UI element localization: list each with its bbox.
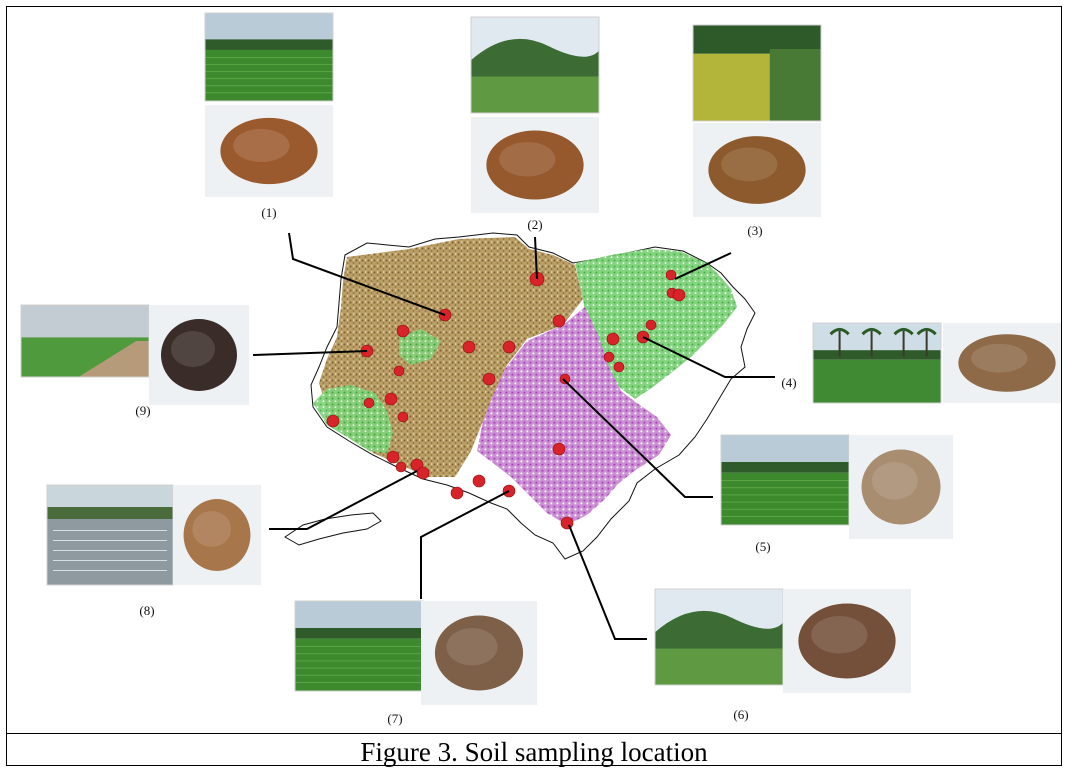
- leader-line-1: [288, 232, 446, 316]
- sample-point: [396, 324, 410, 338]
- soil-sample-image: [943, 323, 1061, 403]
- map-island: [284, 512, 382, 546]
- leader-line-8: [269, 470, 418, 530]
- soil-sample-image: [471, 117, 599, 213]
- leader-lines: [252, 232, 775, 640]
- sample-panel: (6): [654, 588, 911, 722]
- sample-point: [672, 288, 686, 302]
- sample-point: [384, 392, 398, 406]
- sample-point: [363, 397, 375, 409]
- site-photo: [294, 600, 424, 692]
- soil-sample-image: [421, 601, 537, 705]
- sample-point: [482, 372, 496, 386]
- sample-point: [326, 414, 340, 428]
- sample-point: [645, 319, 657, 331]
- sample-point: [552, 314, 566, 328]
- sample-label: (4): [781, 375, 796, 390]
- sample-point: [613, 361, 625, 373]
- leader-line-7: [420, 490, 510, 599]
- soil-sample-image: [783, 589, 911, 693]
- soil-sample-image: [173, 485, 261, 585]
- site-photo: [812, 322, 942, 404]
- soil-sample-image: [149, 305, 249, 405]
- figure-caption: Figure 3. Soil sampling location: [360, 737, 708, 767]
- sample-label: (7): [387, 711, 402, 726]
- sample-panel: (3): [692, 24, 822, 238]
- sample-point: [416, 466, 430, 480]
- leader-line-4: [642, 336, 775, 378]
- sample-panel: (8): [46, 484, 261, 618]
- sample-point: [603, 351, 615, 363]
- sample-point: [395, 461, 407, 473]
- sample-label: (6): [733, 707, 748, 722]
- map-green-zone-north: [399, 329, 441, 365]
- sample-label: (5): [755, 539, 770, 554]
- site-photo: [720, 434, 850, 526]
- site-photo: [470, 16, 600, 114]
- sample-point: [560, 516, 574, 530]
- sample-point: [606, 332, 620, 346]
- sample-label: (9): [135, 403, 150, 418]
- sample-label: (2): [527, 217, 542, 232]
- soil-sampling-map-figure: (1) (2) (3) (4) (5) (6) (7) (8) (9): [20, 12, 1061, 726]
- sample-label: (8): [139, 603, 154, 618]
- leader-line-5: [562, 378, 713, 498]
- leader-line-2: [534, 236, 538, 280]
- leader-line-6: [568, 524, 647, 640]
- sample-points: [326, 269, 686, 530]
- site-photo: [654, 588, 784, 686]
- sample-point: [472, 474, 486, 488]
- leader-line-9: [252, 350, 368, 356]
- site-photo: [204, 12, 334, 102]
- site-photo: [20, 304, 150, 378]
- soil-sample-image: [205, 105, 333, 197]
- sample-point: [450, 486, 464, 500]
- sample-point: [552, 442, 566, 456]
- sample-label: (3): [747, 223, 762, 238]
- sample-point: [502, 340, 516, 354]
- sample-point: [665, 269, 677, 281]
- site-photo: [46, 484, 174, 586]
- site-photo: [692, 24, 822, 122]
- sample-point: [397, 411, 409, 423]
- leader-line-3: [674, 252, 732, 280]
- figure-frame: [6, 6, 1062, 766]
- soil-sample-image: [693, 123, 821, 217]
- sample-panel: (9): [20, 304, 249, 418]
- sample-point: [386, 450, 400, 464]
- sample-label: (1): [261, 205, 276, 220]
- sample-panel: (7): [294, 600, 537, 726]
- sample-panel: (5): [720, 434, 953, 554]
- sample-panel: (1): [204, 12, 334, 220]
- sample-point: [393, 365, 405, 377]
- caption-divider: [6, 733, 1062, 734]
- sample-panels: (1) (2) (3) (4) (5) (6) (7) (8) (9): [20, 12, 1061, 726]
- sample-point: [559, 373, 571, 385]
- map-purple-zone: [477, 307, 671, 525]
- sample-panel: (4): [781, 322, 1061, 404]
- sample-panel: (2): [470, 16, 600, 232]
- soil-sample-image: [849, 435, 953, 539]
- sample-point: [462, 340, 476, 354]
